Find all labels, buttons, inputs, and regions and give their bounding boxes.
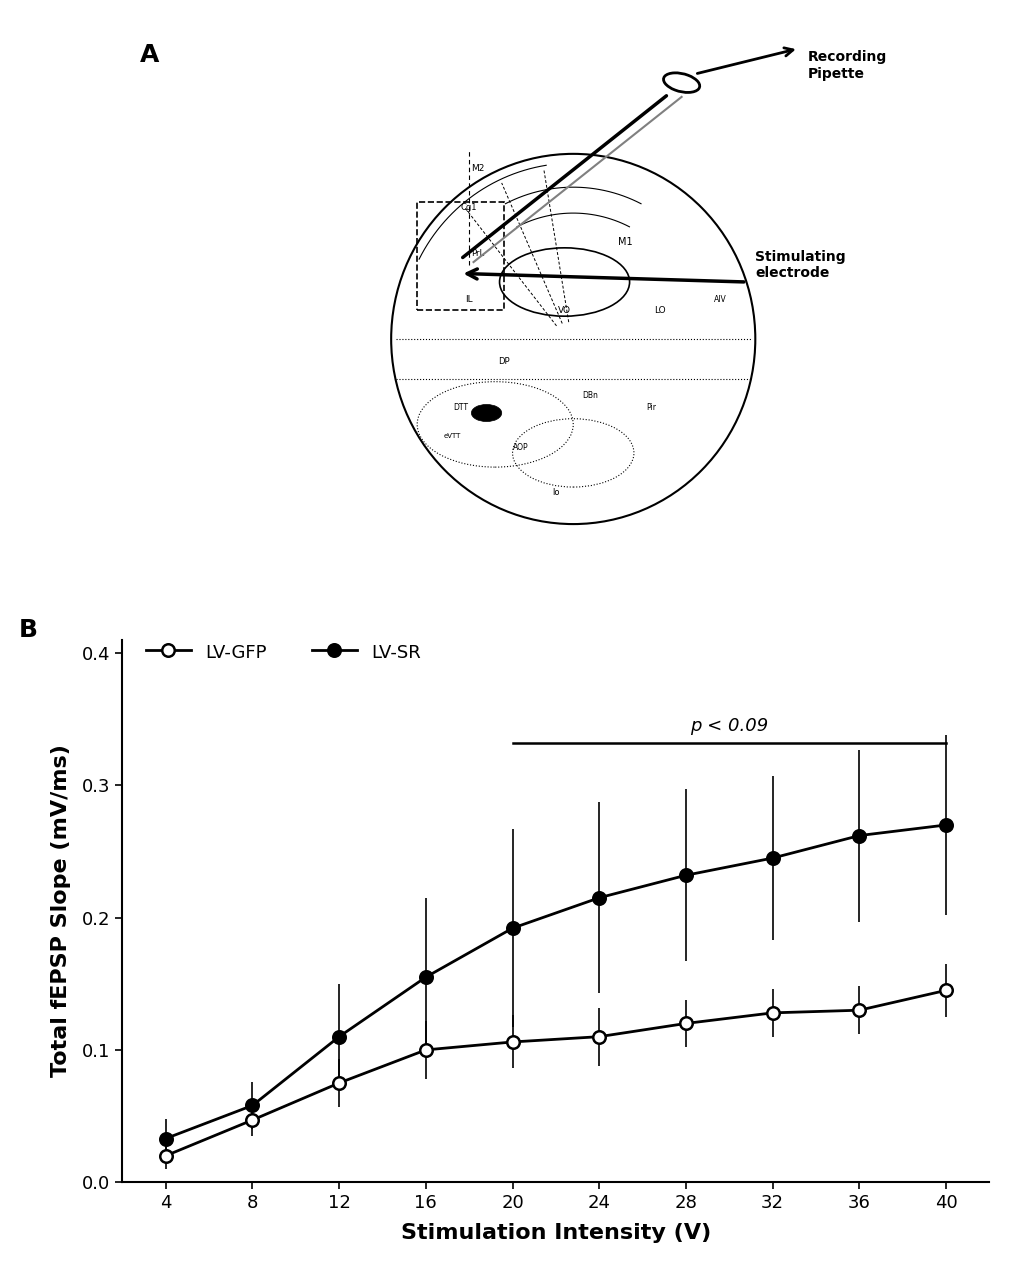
Bar xyxy=(417,202,503,311)
Text: AIV: AIV xyxy=(713,294,727,303)
X-axis label: Stimulation Intensity (V): Stimulation Intensity (V) xyxy=(400,1223,710,1243)
Text: IL: IL xyxy=(465,294,473,303)
Y-axis label: Total fEPSP Slope (mV/ms): Total fEPSP Slope (mV/ms) xyxy=(51,744,71,1077)
Legend: LV-GFP, LV-SR: LV-GFP, LV-SR xyxy=(140,637,426,667)
Text: AOP: AOP xyxy=(513,442,529,452)
Text: M1: M1 xyxy=(618,238,632,247)
Text: VO: VO xyxy=(557,306,571,315)
Text: lo: lo xyxy=(551,488,559,497)
Text: A: A xyxy=(140,42,159,67)
Text: Pir: Pir xyxy=(646,402,655,411)
Text: LO: LO xyxy=(653,306,665,315)
Text: eVTT: eVTT xyxy=(442,433,461,438)
Ellipse shape xyxy=(471,405,501,421)
Text: p < 0.09: p < 0.09 xyxy=(690,717,767,735)
Text: Stimulating
electrode: Stimulating electrode xyxy=(754,249,845,280)
Text: M2: M2 xyxy=(471,163,484,172)
Text: Recording
Pipette: Recording Pipette xyxy=(807,50,886,81)
Text: DP: DP xyxy=(497,357,510,366)
Text: DBn: DBn xyxy=(582,392,598,401)
Text: Cg1: Cg1 xyxy=(461,203,477,212)
Text: PrL: PrL xyxy=(471,249,484,258)
Text: DTT: DTT xyxy=(452,402,468,411)
Text: B: B xyxy=(18,618,38,642)
